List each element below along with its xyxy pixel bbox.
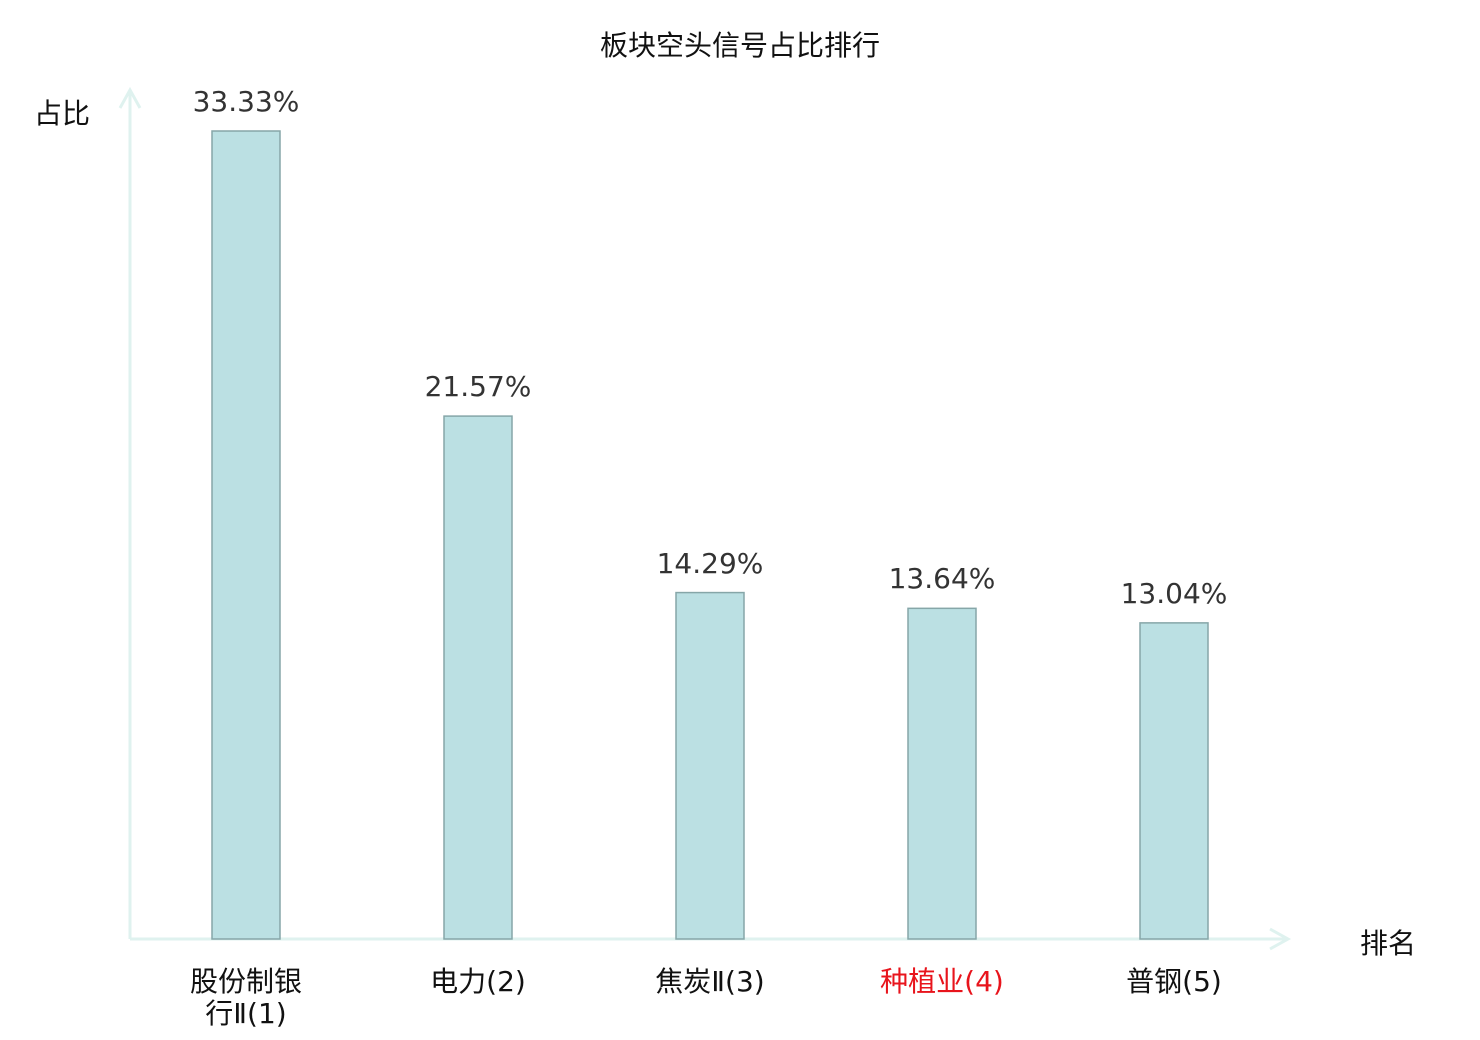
bar [1139, 622, 1209, 940]
category-label: 普钢(5) [1126, 965, 1222, 998]
bar [211, 130, 281, 940]
bar [443, 415, 513, 940]
bar [907, 607, 977, 940]
bar [675, 591, 745, 940]
x-axis-label: 排名 [1360, 927, 1417, 960]
category-label: 焦炭Ⅱ(3) [655, 965, 765, 998]
value-label: 13.64% [888, 562, 996, 596]
x-axis-arrow-icon [1269, 927, 1292, 951]
category-label: 种植业(4) [880, 965, 1004, 998]
y-axis-label: 占比 [34, 97, 91, 130]
category-label: 电力(2) [430, 965, 526, 998]
chart-title: 板块空头信号占比排行 [599, 29, 880, 62]
value-label: 14.29% [656, 546, 764, 580]
value-label: 33.33% [192, 85, 300, 118]
value-label: 13.04% [1120, 576, 1228, 610]
category-label: 股份制银行Ⅱ(1) [189, 965, 302, 1030]
y-axis-arrow-icon [118, 86, 142, 109]
value-label: 21.57% [424, 370, 532, 404]
